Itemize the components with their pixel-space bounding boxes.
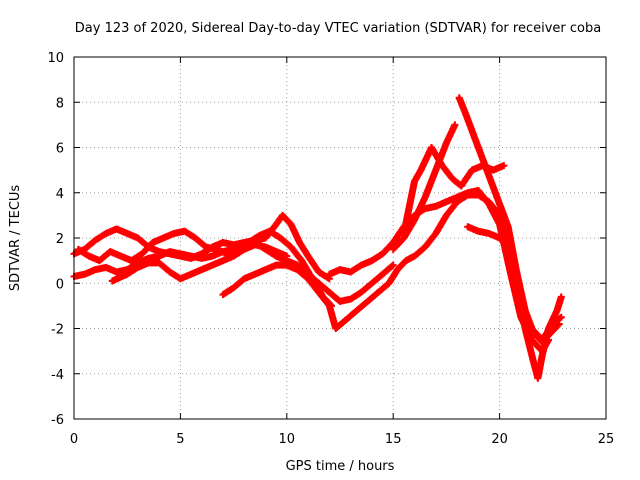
y-tick-label: 10 <box>47 51 64 66</box>
y-tick-label: -2 <box>51 323 64 338</box>
x-tick-label: 0 <box>70 432 78 447</box>
y-tick-label: 4 <box>56 187 64 202</box>
y-tick-label: 2 <box>56 232 64 247</box>
series-track-3 <box>74 227 335 310</box>
data-point-marker <box>451 121 459 129</box>
chart-title: Day 123 of 2020, Sidereal Day-to-day VTE… <box>75 21 601 36</box>
x-axis-title: GPS time / hours <box>286 459 395 474</box>
data-point-marker <box>557 293 565 301</box>
x-tick-label: 20 <box>491 432 508 447</box>
series-track-8 <box>389 121 459 253</box>
data-point-marker <box>555 320 563 328</box>
x-tick-label: 25 <box>598 432 615 447</box>
y-tick-label: -4 <box>51 368 64 383</box>
data-point-marker <box>557 313 565 321</box>
y-tick-label: 6 <box>56 142 64 157</box>
data-layer <box>70 94 565 382</box>
data-point-marker <box>283 252 291 260</box>
data-point-marker <box>389 261 397 269</box>
y-tick-label: 8 <box>56 96 64 111</box>
series-track-4 <box>108 241 291 285</box>
grid-layer <box>74 57 606 419</box>
x-tick-label: 15 <box>385 432 402 447</box>
y-tick-label: 0 <box>56 277 64 292</box>
x-tick-label: 5 <box>176 432 184 447</box>
axes-layer: 0 5 10 15 20 25 -6 -4 -2 0 2 4 6 8 10 <box>47 51 614 447</box>
data-point-marker <box>388 262 396 270</box>
series-track-10 <box>464 223 563 346</box>
data-point-marker <box>500 162 508 170</box>
y-tick-label: -6 <box>51 413 64 428</box>
series-track-7 <box>400 144 508 237</box>
x-tick-label: 10 <box>279 432 296 447</box>
y-axis-title: SDTVAR / TECUs <box>8 185 23 292</box>
data-point-marker <box>554 321 562 329</box>
plot-frame <box>73 56 607 420</box>
